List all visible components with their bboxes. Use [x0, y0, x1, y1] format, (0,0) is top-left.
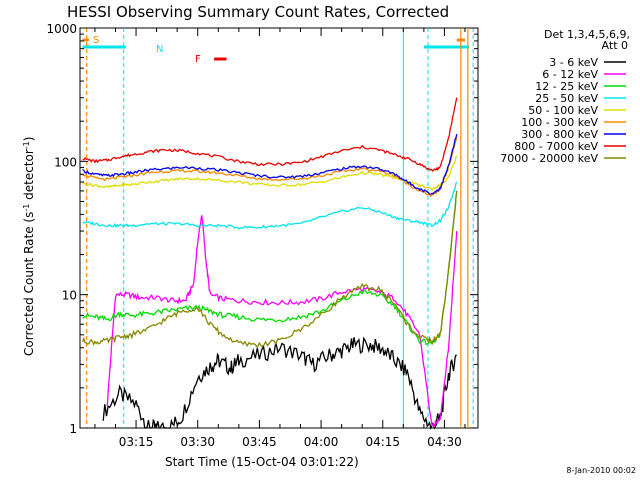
x-tick-label: 03:45: [242, 435, 277, 449]
series-line: [82, 190, 458, 346]
y-tick-label: 10: [62, 289, 77, 303]
y-axis-label: Corrected Count Rate (s-1 detector-1): [22, 137, 37, 356]
legend-entry-label: 3 - 6 keV: [549, 56, 598, 69]
x-axis-label: Start Time (15-Oct-04 03:01:22): [165, 455, 359, 469]
y-tick-label: 1000: [46, 22, 77, 36]
legend-entry-label: 6 - 12 keV: [542, 68, 598, 81]
axis-layer: 1 10 100 1000 03:15 03:30 03:45 04:00 04:15 04:30: [46, 22, 478, 449]
series-line: [82, 181, 458, 230]
series-line: [82, 137, 458, 198]
night-flag-label: N: [156, 44, 163, 55]
legend-entry-label: 300 - 800 keV: [521, 128, 598, 141]
legend-header-detectors: Det 1,3,4,5,6,9,: [544, 28, 630, 41]
legend-entry-label: 800 - 7000 keV: [514, 140, 598, 153]
x-tick-label: 04:15: [365, 435, 400, 449]
flag-layer: [82, 28, 474, 428]
series-line: [82, 155, 458, 192]
legend-entry-label: 25 - 50 keV: [535, 92, 598, 105]
series-line: [82, 133, 458, 195]
chart-title: HESSI Observing Summary Count Rates, Cor…: [67, 3, 449, 21]
y-tick-label: 100: [54, 155, 77, 169]
legend-header-attenuator: Att 0: [602, 39, 628, 52]
plot-frame: [79, 27, 479, 429]
x-tick-label: 03:15: [119, 435, 154, 449]
y-tick-label: 1: [69, 422, 77, 436]
legend-entry-label: 12 - 25 keV: [535, 80, 598, 93]
footer-date: 8-Jan-2010 00:02: [566, 466, 636, 475]
x-tick-label: 04:00: [304, 435, 339, 449]
legend-entry-label: 100 - 300 keV: [521, 116, 598, 129]
series-line: [81, 190, 458, 349]
series-line: [102, 336, 457, 430]
legend-entry-label: 7000 - 20000 keV: [500, 152, 598, 165]
series-layer: [81, 97, 458, 430]
series-line: [106, 214, 458, 428]
x-tick-label: 03:30: [180, 435, 215, 449]
series-line: [82, 97, 458, 172]
flare-flag-label: F: [195, 54, 201, 65]
legend-entry-label: 50 - 100 keV: [528, 104, 598, 117]
saa-flag-label: S: [93, 35, 99, 46]
x-tick-label: 04:30: [427, 435, 462, 449]
